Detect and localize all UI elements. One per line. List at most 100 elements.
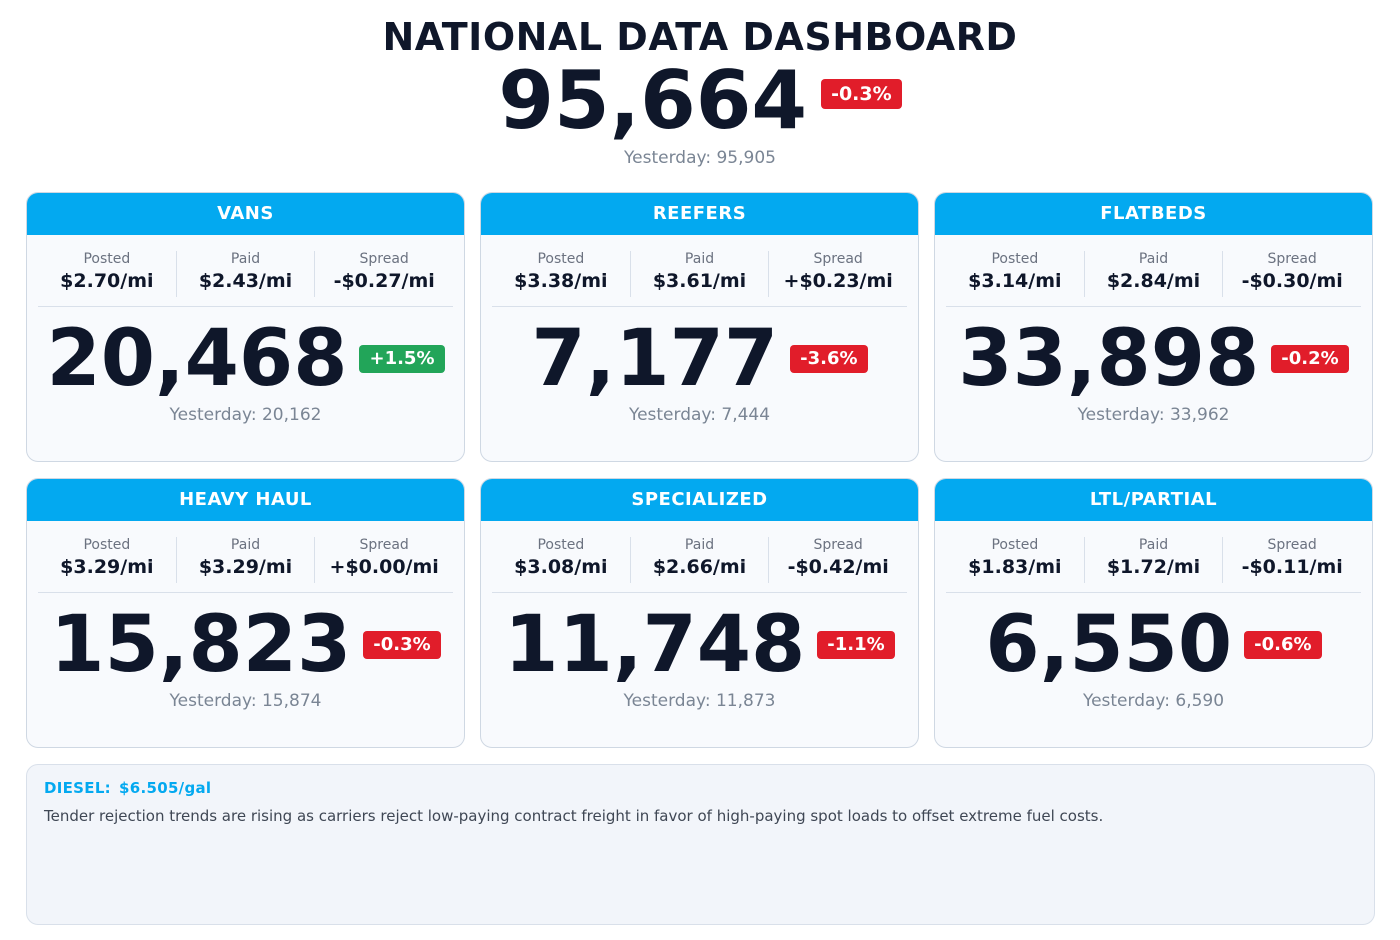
card-title: SPECIALIZED	[481, 479, 918, 521]
paid-value: $3.61/mi	[652, 270, 747, 292]
posted-value: $3.14/mi	[968, 270, 1062, 292]
paid-rate: Paid $2.84/mi	[1085, 251, 1224, 297]
spread-value: -$0.30/mi	[1241, 270, 1343, 292]
posted-label: Posted	[991, 537, 1039, 553]
card-title: HEAVY HAUL	[27, 479, 464, 521]
paid-label: Paid	[684, 251, 715, 267]
spread-rate: Spread -$0.27/mi	[315, 251, 453, 297]
equipment-card-vans: VANS Posted $2.70/mi Paid $2.43/mi Spread -…	[26, 192, 465, 462]
posted-value: $3.08/mi	[514, 556, 608, 578]
card-change-badge: +1.5%	[359, 345, 445, 373]
spread-label: Spread	[1267, 251, 1317, 267]
paid-value: $1.72/mi	[1106, 556, 1201, 578]
posted-label: Posted	[991, 251, 1039, 267]
card-change-badge: -0.6%	[1244, 631, 1322, 659]
spread-rate: Spread +$0.00/mi	[315, 537, 453, 583]
rate-row: Posted $2.70/mi Paid $2.43/mi Spread -$0.27…	[38, 251, 453, 307]
paid-rate: Paid $2.43/mi	[177, 251, 316, 297]
spread-rate: Spread -$0.11/mi	[1223, 537, 1361, 583]
posted-label: Posted	[537, 251, 585, 267]
posted-rate: Posted $3.29/mi	[38, 537, 177, 583]
spread-rate: Spread -$0.30/mi	[1223, 251, 1361, 297]
equipment-card-heavy-haul: HEAVY HAUL Posted $3.29/mi Paid $3.29/mi S…	[26, 478, 465, 748]
spread-value: -$0.42/mi	[787, 556, 889, 578]
national-total-row: 95,664 -0.3%	[0, 58, 1400, 144]
card-volume-value: 20,468	[46, 314, 348, 404]
card-title: LTL/PARTIAL	[935, 479, 1372, 521]
card-volume-row: 20,468 +1.5%	[27, 319, 464, 399]
posted-rate: Posted $2.70/mi	[38, 251, 177, 297]
paid-rate: Paid $3.29/mi	[177, 537, 316, 583]
diesel-label: DIESEL:	[44, 779, 111, 797]
paid-label: Paid	[230, 251, 261, 267]
posted-label: Posted	[83, 251, 131, 267]
paid-rate: Paid $1.72/mi	[1085, 537, 1224, 583]
national-yesterday: Yesterday: 95,905	[624, 148, 776, 168]
posted-rate: Posted $1.83/mi	[946, 537, 1085, 583]
rate-row: Posted $3.14/mi Paid $2.84/mi Spread -$0.30…	[946, 251, 1361, 307]
card-yesterday: Yesterday: 6,590	[1082, 691, 1225, 711]
paid-value: $2.43/mi	[198, 270, 293, 292]
posted-value: $3.38/mi	[514, 270, 608, 292]
paid-label: Paid	[1138, 537, 1169, 553]
diesel-price: $6.505/gal	[119, 779, 212, 797]
spread-label: Spread	[813, 251, 863, 267]
card-yesterday: Yesterday: 20,162	[169, 405, 322, 425]
card-change-badge: -3.6%	[790, 345, 868, 373]
diesel-news-panel: DIESEL: $6.505/gal Tender rejection trend…	[26, 764, 1375, 925]
spread-value: +$0.23/mi	[783, 270, 893, 292]
rate-row: Posted $3.29/mi Paid $3.29/mi Spread +$0.00…	[38, 537, 453, 593]
national-change-badge: -0.3%	[821, 79, 902, 109]
diesel-price-line: DIESEL: $6.505/gal	[44, 779, 1357, 797]
card-title: REEFERS	[481, 193, 918, 235]
paid-value: $2.66/mi	[652, 556, 747, 578]
paid-rate: Paid $3.61/mi	[631, 251, 770, 297]
posted-label: Posted	[537, 537, 585, 553]
equipment-card-ltl-partial: LTL/PARTIAL Posted $1.83/mi Paid $1.72/mi …	[934, 478, 1373, 748]
card-volume-row: 33,898 -0.2%	[935, 319, 1372, 399]
card-change-badge: -0.3%	[363, 631, 441, 659]
posted-rate: Posted $3.38/mi	[492, 251, 631, 297]
paid-value: $2.84/mi	[1106, 270, 1201, 292]
spread-rate: Spread +$0.23/mi	[769, 251, 907, 297]
paid-rate: Paid $2.66/mi	[631, 537, 770, 583]
card-volume-row: 7,177 -3.6%	[481, 319, 918, 399]
market-commentary: Tender rejection trends are rising as ca…	[44, 807, 1104, 825]
paid-value: $3.29/mi	[198, 556, 293, 578]
card-title: VANS	[27, 193, 464, 235]
paid-label: Paid	[684, 537, 715, 553]
paid-label: Paid	[1138, 251, 1169, 267]
card-volume-value: 6,550	[985, 600, 1233, 690]
posted-value: $3.29/mi	[60, 556, 154, 578]
rate-row: Posted $3.38/mi Paid $3.61/mi Spread +$0.23…	[492, 251, 907, 307]
equipment-card-flatbeds: FLATBEDS Posted $3.14/mi Paid $2.84/mi Spr…	[934, 192, 1373, 462]
posted-rate: Posted $3.08/mi	[492, 537, 631, 583]
dashboard-header: NATIONAL DATA DASHBOARD 95,664 -0.3% Yes…	[0, 14, 1400, 168]
card-volume-row: 11,748 -1.1%	[481, 605, 918, 685]
posted-value: $1.83/mi	[968, 556, 1062, 578]
card-yesterday: Yesterday: 7,444	[628, 405, 771, 425]
rate-row: Posted $3.08/mi Paid $2.66/mi Spread -$0.42…	[492, 537, 907, 593]
card-yesterday: Yesterday: 11,873	[623, 691, 776, 711]
equipment-card-reefers: REEFERS Posted $3.38/mi Paid $3.61/mi Spre…	[480, 192, 919, 462]
national-total-value: 95,664	[498, 54, 808, 147]
spread-label: Spread	[813, 537, 863, 553]
card-volume-row: 15,823 -0.3%	[27, 605, 464, 685]
equipment-card-specialized: SPECIALIZED Posted $3.08/mi Paid $2.66/mi …	[480, 478, 919, 748]
posted-rate: Posted $3.14/mi	[946, 251, 1085, 297]
spread-label: Spread	[359, 251, 409, 267]
rate-row: Posted $1.83/mi Paid $1.72/mi Spread -$0.11…	[946, 537, 1361, 593]
card-yesterday: Yesterday: 15,874	[169, 691, 322, 711]
spread-value: +$0.00/mi	[329, 556, 439, 578]
card-volume-value: 15,823	[50, 600, 352, 690]
spread-rate: Spread -$0.42/mi	[769, 537, 907, 583]
spread-value: -$0.11/mi	[1241, 556, 1343, 578]
card-volume-row: 6,550 -0.6%	[935, 605, 1372, 685]
posted-label: Posted	[83, 537, 131, 553]
posted-value: $2.70/mi	[60, 270, 154, 292]
page-title: NATIONAL DATA DASHBOARD	[382, 15, 1018, 59]
spread-label: Spread	[1267, 537, 1317, 553]
card-change-badge: -0.2%	[1271, 345, 1349, 373]
spread-label: Spread	[359, 537, 409, 553]
card-volume-value: 7,177	[531, 314, 779, 404]
